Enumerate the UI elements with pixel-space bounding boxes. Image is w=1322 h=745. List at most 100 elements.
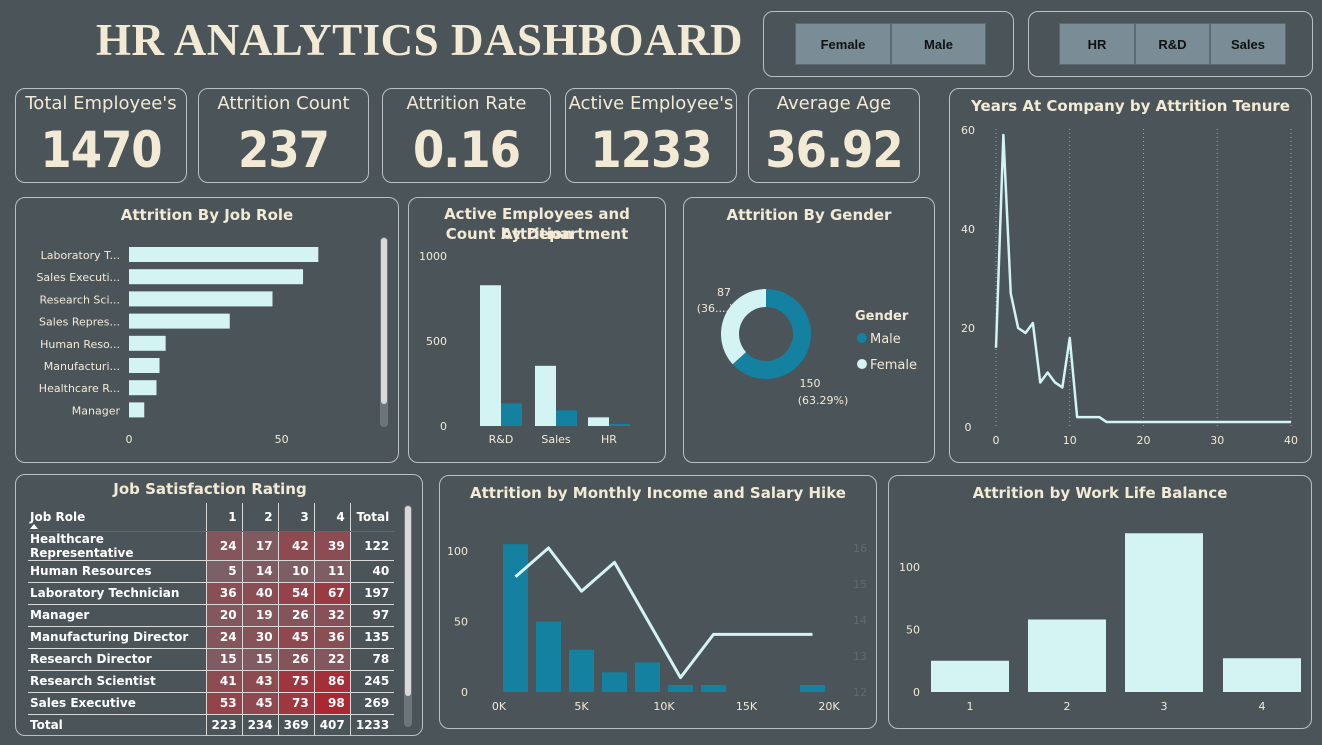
department-bar[interactable]	[480, 285, 501, 426]
tenure-y-tick: 60	[961, 124, 975, 137]
wlb-chart-card: Attrition by Work Life Balance 0 50 100 1 2 3…	[888, 475, 1312, 729]
department-slicer: HR R&D Sales	[1028, 11, 1313, 77]
kpi-label: Average Age	[776, 93, 892, 114]
table-row[interactable]: Human Resources 5 14 10 11 40	[28, 560, 395, 583]
job-role-scrollbar[interactable]	[380, 237, 388, 427]
tenure-chart-card: Years At Company by Attrition Tenure 0 10…	[949, 88, 1312, 463]
job-role-axis-label: Healthcare R...	[39, 382, 120, 395]
job-role-bar[interactable]	[129, 313, 230, 329]
tenure-x-tick: 20	[1137, 434, 1151, 447]
wlb-chart[interactable]: 0 50 100 1 2 3 4	[889, 476, 1313, 730]
slicer-sales-button[interactable]: Sales	[1210, 23, 1286, 65]
column-header-total[interactable]: Total	[349, 503, 395, 532]
department-chart[interactable]: 0 500 1000 R&D Sales HR	[409, 198, 667, 464]
gender-legend-title: Gender	[855, 309, 909, 324]
income-bar[interactable]	[635, 662, 660, 692]
satisfaction-matrix: Job Role 1 2 3 4 Total Healthcare Repres…	[28, 503, 395, 736]
income-bar[interactable]	[668, 684, 693, 692]
income-bar[interactable]	[569, 649, 594, 692]
slicer-male-button[interactable]: Male	[891, 23, 986, 65]
donut-slice-female[interactable]	[721, 289, 766, 365]
department-bar[interactable]	[609, 423, 630, 426]
job-role-chart-title: Attrition By Job Role	[120, 206, 294, 224]
sort-ascending-icon	[30, 524, 38, 529]
table-row[interactable]: Healthcare Representative 24 17 42 39 122	[28, 531, 395, 561]
satisfaction-table-scrollbar[interactable]	[404, 505, 412, 727]
department-bar[interactable]	[588, 417, 609, 426]
rating-2-cell: 30	[241, 626, 279, 649]
table-total-row[interactable]: Total 223 234 369 407 1233	[28, 714, 395, 736]
rating-4-cell: 407	[313, 714, 351, 736]
kpi-attrition-count: Attrition Count 237	[198, 88, 369, 183]
income-chart[interactable]: 0 50 100 12 13 14 15 16 0K 5K 10K 15K 20K	[440, 476, 878, 730]
job-role-bar[interactable]	[129, 402, 145, 418]
rating-2-cell: 45	[241, 692, 279, 715]
row-job-role: Sales Executive	[28, 692, 206, 715]
scrollbar-thumb[interactable]	[381, 238, 387, 404]
rating-2-cell: 234	[241, 714, 279, 736]
job-role-bar[interactable]	[129, 291, 273, 307]
wlb-bar[interactable]	[1223, 658, 1301, 692]
table-row[interactable]: Manager 20 19 26 32 97	[28, 604, 395, 627]
income-bar[interactable]	[503, 544, 528, 692]
rating-1-cell: 24	[205, 626, 243, 649]
legend-female-label[interactable]: Female	[870, 358, 917, 373]
wlb-y-tick: 50	[906, 624, 920, 637]
wlb-bar[interactable]	[931, 660, 1009, 692]
wlb-y-tick: 0	[913, 686, 920, 699]
wlb-bar[interactable]	[1125, 533, 1203, 692]
kpi-label: Active Employee's	[568, 93, 734, 114]
table-row[interactable]: Sales Executive 53 45 73 98 269	[28, 692, 395, 715]
rating-2-cell: 19	[241, 604, 279, 627]
row-total-cell: 122	[349, 531, 395, 561]
department-bar[interactable]	[501, 403, 522, 426]
table-row[interactable]: Manufacturing Director 24 30 45 36 135	[28, 626, 395, 649]
rating-2-cell: 15	[241, 648, 279, 671]
rating-3-cell: 75	[277, 670, 315, 693]
income-bar[interactable]	[800, 684, 825, 692]
column-header-4[interactable]: 4	[313, 503, 351, 532]
income-bar[interactable]	[536, 621, 561, 692]
income-x-tick: 0K	[492, 700, 507, 713]
income-bar[interactable]	[602, 672, 627, 692]
wlb-bar[interactable]	[1028, 619, 1106, 693]
rating-3-cell: 54	[277, 582, 315, 605]
job-role-chart[interactable]: Laboratory T... Sales Executi... Research …	[16, 198, 400, 464]
table-row[interactable]: Research Scientist 41 43 75 86 245	[28, 670, 395, 693]
donut-slice-male[interactable]	[732, 289, 811, 379]
kpi-label: Attrition Count	[217, 93, 350, 114]
slicer-female-button[interactable]: Female	[795, 23, 891, 65]
legend-male-label[interactable]: Male	[870, 332, 901, 347]
rating-1-cell: 20	[205, 604, 243, 627]
income-y2-tick: 15	[853, 578, 867, 591]
row-job-role: Laboratory Technician	[28, 582, 206, 605]
slicer-hr-button[interactable]: HR	[1059, 23, 1135, 65]
wlb-chart-title: Attrition by Work Life Balance	[972, 484, 1228, 502]
column-header-3[interactable]: 3	[277, 503, 315, 532]
column-header-job-role[interactable]: Job Role	[28, 503, 206, 532]
table-row[interactable]: Laboratory Technician 36 40 54 67 197	[28, 582, 395, 605]
department-bar[interactable]	[556, 410, 577, 426]
tenure-line[interactable]	[994, 133, 1291, 424]
salary-hike-line[interactable]	[514, 546, 813, 680]
tenure-y-tick: 0	[965, 421, 972, 434]
wlb-x-label: 3	[1161, 700, 1168, 713]
job-role-bar[interactable]	[129, 380, 157, 396]
scrollbar-thumb[interactable]	[405, 506, 411, 696]
gender-chart[interactable]: 87 (36....) 150 (63.29%) Gender Male Fem…	[684, 198, 936, 464]
column-header-1[interactable]: 1	[205, 503, 243, 532]
department-bar[interactable]	[535, 365, 556, 426]
income-y-tick: 0	[461, 686, 468, 699]
column-header-2[interactable]: 2	[241, 503, 279, 532]
job-role-bar[interactable]	[129, 247, 319, 262]
tenure-chart[interactable]: 0 10 20 30 40 0 20 40 60	[950, 89, 1313, 464]
job-role-bar[interactable]	[129, 358, 160, 373]
row-job-role: Manufacturing Director	[28, 626, 206, 649]
row-job-role: Manager	[28, 604, 206, 627]
table-row[interactable]: Research Director 15 15 26 22 78	[28, 648, 395, 671]
job-role-bar[interactable]	[129, 335, 166, 351]
income-bar[interactable]	[701, 684, 726, 692]
tenure-x-tick: 30	[1210, 434, 1224, 447]
slicer-rnd-button[interactable]: R&D	[1135, 23, 1210, 65]
job-role-bar[interactable]	[129, 269, 304, 285]
